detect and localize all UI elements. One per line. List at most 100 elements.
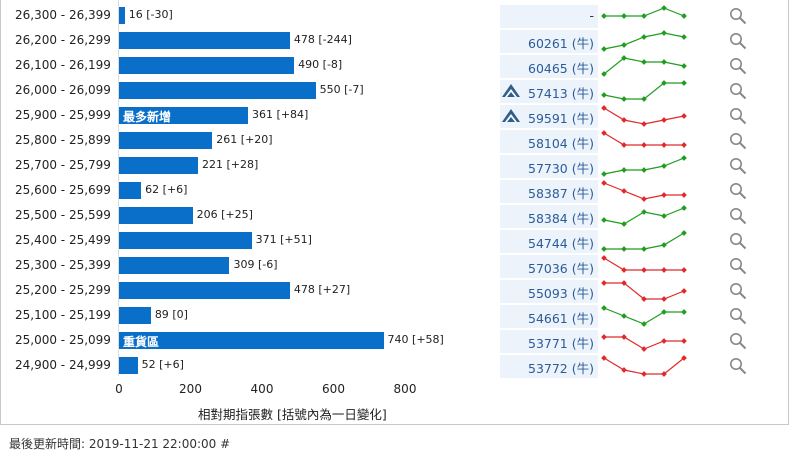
count-value: 371 [+51]: [256, 233, 312, 246]
count-bar: 重貨區: [119, 332, 384, 349]
range-label: 25,200 - 25,299: [15, 283, 111, 297]
count-number: 221: [202, 158, 223, 171]
code-cell: [500, 255, 598, 278]
trend-point: [601, 171, 607, 177]
search-icon[interactable]: [729, 82, 747, 103]
count-change: [-244]: [318, 33, 352, 46]
warrant-code-link[interactable]: 54744 (牛): [528, 236, 594, 251]
count-number: 478: [293, 33, 315, 46]
trend-point: [661, 80, 667, 86]
count-bar: [119, 132, 213, 149]
search-icon[interactable]: [729, 32, 747, 53]
code-cell: [500, 305, 598, 328]
trend-point: [621, 267, 627, 273]
warrant-code-link[interactable]: 53771 (牛): [528, 336, 594, 351]
trend-sparkline: [601, 105, 687, 127]
range-label: 25,400 - 25,499: [15, 233, 111, 247]
search-icon[interactable]: [729, 257, 747, 278]
trend-point: [601, 13, 607, 19]
code-cell: [500, 30, 598, 53]
trend-point: [601, 280, 607, 286]
search-icon[interactable]: [729, 332, 747, 353]
search-icon[interactable]: [729, 57, 747, 78]
trend-point: [661, 5, 667, 11]
trend-point: [641, 13, 647, 19]
trend-point: [601, 217, 607, 223]
trend-point: [621, 221, 627, 227]
trend-point: [641, 321, 647, 327]
range-label: 26,100 - 26,199: [15, 58, 111, 72]
count-change: [+84]: [276, 108, 309, 121]
count-bar: [119, 282, 290, 299]
warrant-code-link[interactable]: 57730 (牛): [528, 161, 594, 176]
warrant-code-link[interactable]: 60261 (牛): [528, 36, 594, 51]
search-icon[interactable]: [729, 307, 747, 328]
count-value: 490 [-8]: [298, 58, 342, 71]
search-icon[interactable]: [729, 357, 747, 378]
code-cell: [500, 280, 598, 303]
trend-point: [641, 267, 647, 273]
count-number: 16: [128, 8, 143, 21]
table-row: 25,100 - 25,199 89 [0] 54661 (牛): [1, 304, 790, 329]
trend-point: [681, 338, 687, 344]
search-icon[interactable]: [729, 232, 747, 253]
x-tick-label: 200: [179, 382, 202, 396]
trend-sparkline: [601, 334, 687, 352]
warrant-code-link[interactable]: 58384 (牛): [528, 211, 594, 226]
trend-point: [621, 55, 627, 61]
search-icon[interactable]: [729, 182, 747, 203]
trend-point: [661, 267, 667, 273]
warrant-code-link[interactable]: 54661 (牛): [528, 311, 594, 326]
warrant-code-link[interactable]: 57413 (牛): [528, 86, 594, 101]
search-icon[interactable]: [729, 282, 747, 303]
warrant-code-link[interactable]: 53772 (牛): [528, 361, 594, 376]
trend-point: [601, 355, 607, 361]
trend-point: [621, 313, 627, 319]
code-cell: [500, 80, 598, 103]
range-label: 25,500 - 25,599: [15, 208, 111, 222]
trend-point: [621, 334, 627, 340]
warrant-code-link[interactable]: 59591 (牛): [528, 111, 594, 126]
search-icon[interactable]: [729, 157, 747, 178]
trend-sparkline: [601, 55, 687, 77]
trend-point: [621, 246, 627, 252]
trend-point: [601, 71, 607, 77]
search-icon[interactable]: [729, 132, 747, 153]
warrant-code-link[interactable]: 55093 (牛): [528, 286, 594, 301]
trend-point: [601, 180, 607, 186]
trend-sparkline: [601, 155, 687, 177]
trend-point: [681, 113, 687, 119]
table-row: 25,400 - 25,499 371 [+51] 54744 (牛): [1, 229, 790, 254]
trend-point: [641, 246, 647, 252]
trend-point: [621, 142, 627, 148]
count-change: [+28]: [226, 158, 259, 171]
bar-tag-label: 最多新增: [123, 110, 172, 124]
range-label: 26,300 - 26,399: [15, 8, 111, 22]
search-icon[interactable]: [729, 107, 747, 128]
trend-point: [681, 34, 687, 40]
count-number: 62: [145, 183, 160, 196]
range-label: 26,200 - 26,299: [15, 33, 111, 47]
table-row: 25,200 - 25,299 478 [+27] 55093 (牛): [1, 279, 790, 304]
warrant-code-link[interactable]: 57036 (牛): [528, 261, 594, 276]
trend-point: [661, 338, 667, 344]
warrant-code-link[interactable]: 60465 (牛): [528, 61, 594, 76]
search-icon[interactable]: [729, 7, 747, 28]
trend-point: [661, 59, 667, 65]
count-change: [-8]: [322, 58, 343, 71]
trend-point: [601, 246, 607, 252]
table-row: 26,000 - 26,099 550 [-7] 57413 (牛): [1, 79, 790, 104]
count-change: [+6]: [159, 358, 184, 371]
warrant-code-link[interactable]: 58387 (牛): [528, 186, 594, 201]
warrant-code-link[interactable]: 58104 (牛): [528, 136, 594, 151]
trend-point: [621, 188, 627, 194]
count-change: [-30]: [146, 8, 173, 21]
trend-point: [641, 346, 647, 352]
count-bar: [119, 82, 316, 99]
trend-point: [641, 167, 647, 173]
trend-sparkline: [601, 255, 687, 273]
table-row: 26,100 - 26,199 490 [-8] 60465 (牛): [1, 54, 790, 79]
trend-sparkline: [601, 305, 687, 327]
count-value: 309 [-6]: [233, 258, 277, 271]
search-icon[interactable]: [729, 207, 747, 228]
